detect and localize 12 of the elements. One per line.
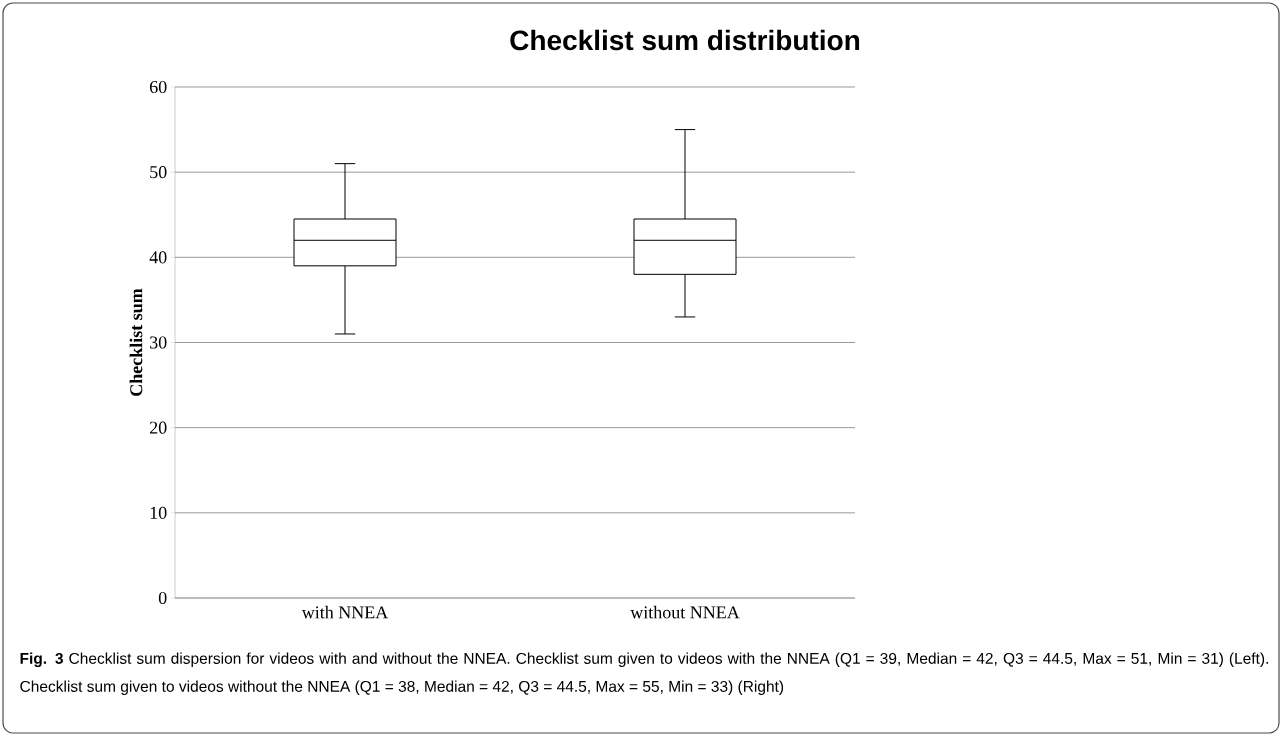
x-tick-label: without NNEA: [630, 605, 740, 619]
y-tick-label: 10: [150, 506, 167, 519]
chart-title: Checklist sum distribution: [510, 29, 860, 51]
y-tick-label: 60: [149, 80, 167, 94]
x-tick-label: with NNEA: [301, 605, 389, 619]
y-axis-title: Checklist sum: [129, 288, 143, 396]
y-tick-label: 30: [150, 336, 167, 349]
y-tick-label: 50: [150, 166, 167, 179]
y-tick-label: 0: [158, 591, 167, 605]
y-tick-label: 20: [150, 421, 167, 434]
text: Fig. 3 Checklist sum dispersion for videos with and without the NNEA. Checklist sum given to videos with the NNEA (Q1 = 39, Median = 42, Q3 = 44.5, Max = 51, Min = 31) (Left). Checklist sum given to videos without the NNEA (Q1 = 38, Median = 42, Q3 = 44.5, Max = 55, Min = 33) (Right): [20, 652, 1268, 695]
y-tick-label: 40: [149, 251, 167, 264]
